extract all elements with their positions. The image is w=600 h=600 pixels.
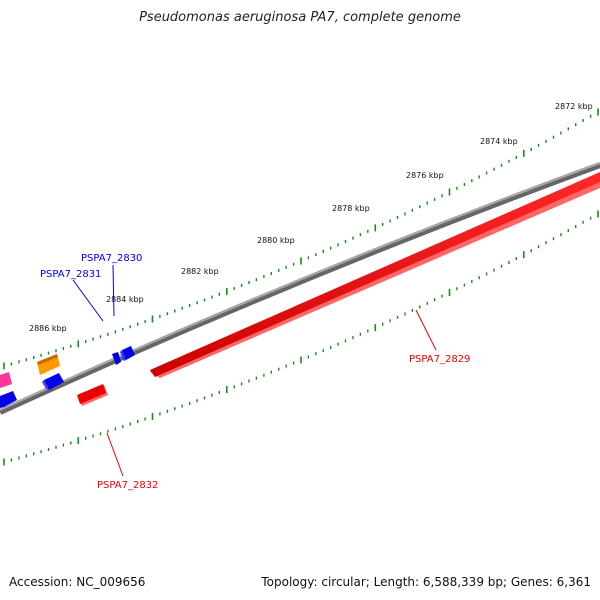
gene-pspa7-2832[interactable] bbox=[77, 384, 108, 406]
accession-text: Accession: NC_009656 bbox=[9, 575, 146, 589]
gene-pspa7-2831[interactable] bbox=[112, 352, 121, 365]
genome-backbone-highlight bbox=[0, 162, 600, 411]
callout-pspa7-2829 bbox=[415, 309, 437, 351]
callout-pspa7-2830 bbox=[112, 264, 115, 317]
gene-pspa7-2829[interactable] bbox=[150, 172, 600, 378]
scale-label-2880: 2880 kbp bbox=[257, 236, 295, 245]
label-pspa7-2829: PSPA7_2829 bbox=[409, 354, 470, 365]
outer-scale-ring bbox=[3, 108, 599, 370]
inner-scale-ring bbox=[3, 210, 599, 466]
scale-label-2882: 2882 kbp bbox=[181, 267, 219, 276]
scale-label-2874: 2874 kbp bbox=[480, 137, 518, 146]
label-pspa7-2831: PSPA7_2831 bbox=[40, 269, 101, 280]
scale-label-2878: 2878 kbp bbox=[332, 204, 370, 213]
callout-pspa7-2831 bbox=[72, 279, 104, 322]
gene-blue-left-2[interactable] bbox=[0, 391, 17, 408]
gene-pink[interactable] bbox=[0, 372, 12, 388]
genome-summary-text: Topology: circular; Length: 6,588,339 bp… bbox=[261, 575, 591, 589]
gene-blue-left-1[interactable] bbox=[42, 373, 64, 390]
gene-orange[interactable] bbox=[37, 354, 60, 375]
scale-label-2876: 2876 kbp bbox=[406, 171, 444, 180]
scale-label-2886: 2886 kbp bbox=[29, 324, 67, 333]
label-pspa7-2832: PSPA7_2832 bbox=[97, 480, 158, 491]
scale-label-2872: 2872 kbp bbox=[555, 102, 593, 111]
gene-pspa7-2830[interactable] bbox=[120, 346, 135, 361]
genome-backbone bbox=[0, 162, 600, 415]
map-title: Pseudomonas aeruginosa PA7, complete gen… bbox=[139, 10, 461, 25]
scale-label-2884: 2884 kbp bbox=[106, 295, 144, 304]
label-pspa7-2830: PSPA7_2830 bbox=[81, 253, 142, 264]
callout-pspa7-2832 bbox=[106, 432, 124, 477]
